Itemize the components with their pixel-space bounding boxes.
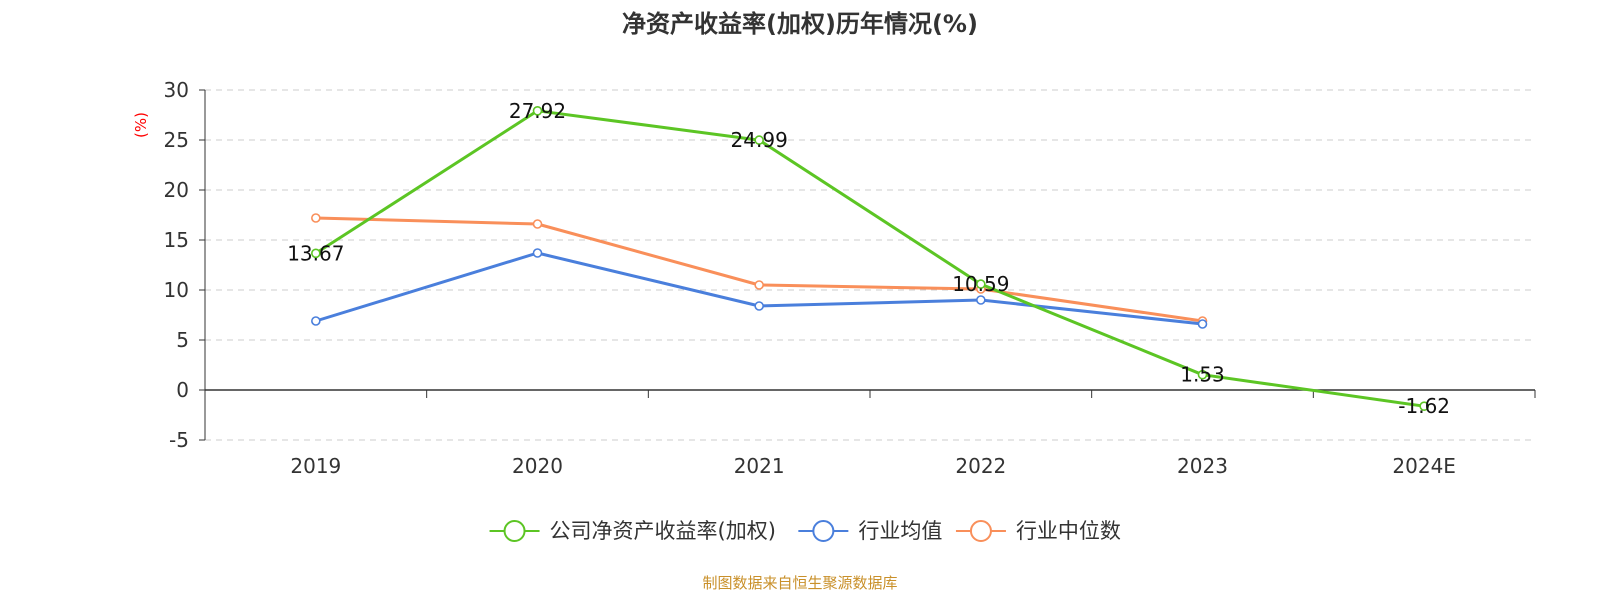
data-point[interactable]	[532, 248, 543, 258]
legend-label: 公司净资产收益率(加权)	[550, 519, 776, 543]
data-point[interactable]	[754, 301, 764, 311]
y-tick-label: -5	[169, 428, 189, 452]
data-label: 27.92	[509, 99, 566, 123]
legend[interactable]: 公司净资产收益率(加权) 行业均值 行业中位数	[489, 519, 1121, 543]
data-point[interactable]	[754, 135, 764, 145]
y-tick-label: 15	[164, 228, 189, 252]
y-tick-label: 25	[164, 128, 189, 152]
y-axis-label: (%)	[132, 112, 150, 138]
data-label: -1.62	[1398, 394, 1450, 418]
x-tick-label: 2020	[512, 454, 563, 478]
data-point[interactable]	[311, 316, 321, 326]
legend-marker	[812, 520, 835, 542]
y-tick-label: 5	[176, 328, 189, 352]
data-point[interactable]	[1197, 369, 1208, 380]
legend-item-0[interactable]: 公司净资产收益率(加权)	[489, 519, 776, 543]
series-lines	[311, 106, 1429, 412]
data-point[interactable]	[532, 106, 543, 116]
series-0	[311, 106, 1429, 412]
data-point[interactable]	[311, 213, 321, 223]
chart-title: 净资产收益率(加权)历年情况(%)	[622, 10, 978, 38]
y-tick-label: 10	[164, 278, 189, 302]
data-point[interactable]	[754, 280, 764, 290]
y-tick-label: 0	[176, 378, 189, 402]
data-label: 24.99	[731, 128, 788, 152]
series-line	[315, 109, 1425, 408]
x-tick-label: 2022	[955, 454, 1006, 478]
data-point[interactable]	[976, 295, 986, 305]
data-point[interactable]	[532, 219, 543, 229]
x-tick-label: 2021	[734, 454, 785, 478]
legend-item-1[interactable]: 行业均值	[798, 519, 942, 543]
data-point[interactable]	[976, 279, 986, 289]
data-point[interactable]	[311, 248, 321, 259]
legend-label: 行业中位数	[1016, 519, 1121, 543]
legend-marker	[503, 520, 526, 542]
legend-label: 行业均值	[858, 519, 942, 543]
source-note: 制图数据来自恒生聚源数据库	[702, 574, 897, 592]
x-tick-label: 2019	[290, 454, 341, 478]
legend-item-2[interactable]: 行业中位数	[955, 519, 1121, 543]
grid	[205, 89, 1535, 441]
data-labels: 13.67 27.92 24.99 10.59 1.53 -1.62	[287, 99, 1450, 418]
y-tick-label: 20	[164, 178, 189, 202]
series-2	[311, 213, 1208, 326]
data-point[interactable]	[1419, 401, 1429, 412]
x-tick-label: 2023	[1177, 454, 1228, 478]
y-tick-label: 30	[164, 78, 189, 102]
data-label: 1.53	[1180, 363, 1225, 387]
data-label: 13.67	[287, 241, 344, 265]
data-point[interactable]	[1197, 319, 1208, 329]
x-tick-label: 2024E	[1392, 454, 1456, 478]
data-label: 10.59	[952, 272, 1009, 296]
axes: 30 25 20 15 10 5 0 -5 2019 2020 2021 2022 2023 2024E	[164, 78, 1536, 478]
series-1	[311, 248, 1208, 329]
legend-marker	[969, 520, 992, 542]
